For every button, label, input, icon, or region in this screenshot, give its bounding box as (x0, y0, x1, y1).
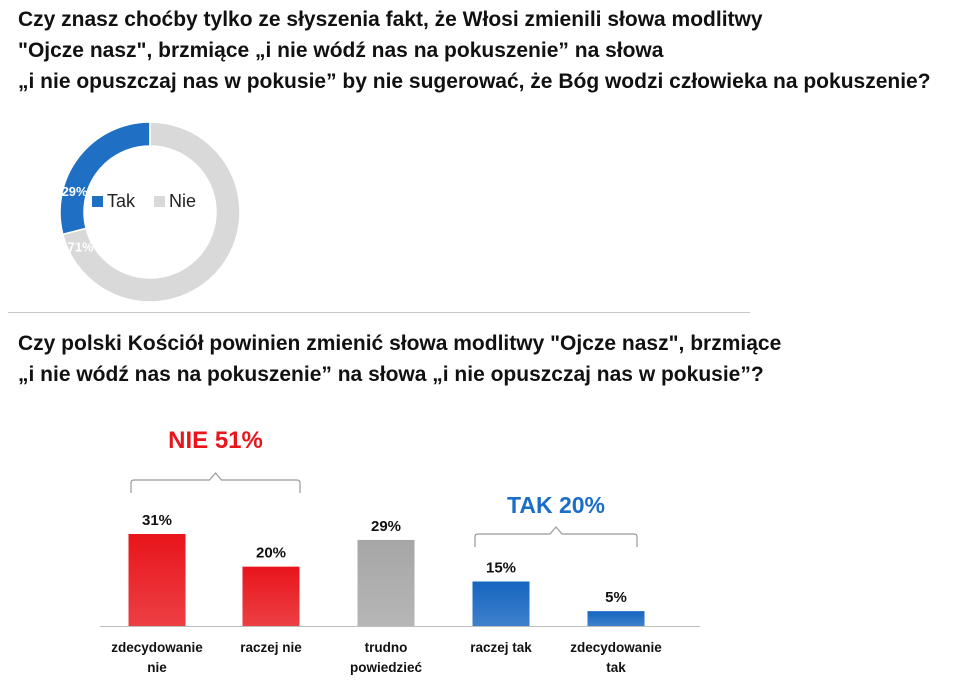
category-label-2-0: trudno (365, 640, 408, 655)
bar-value-label-2: 29% (371, 518, 401, 535)
category-label-4-1: tak (606, 660, 626, 675)
donut-data-label-nie: 71% (68, 240, 94, 255)
bar-2 (357, 539, 415, 626)
donut-data-label-tak: 29% (62, 184, 88, 199)
category-label-3-0: raczej tak (470, 640, 532, 655)
group-bracket-1 (474, 526, 638, 547)
donut-slice-tak (59, 121, 151, 236)
question-2: Czy polski Kościół powinien zmienić słow… (18, 328, 963, 390)
donut-chart: 29% 71% Tak Nie (59, 121, 241, 303)
category-label-0-1: nie (147, 660, 167, 675)
legend-label-nie: Nie (169, 191, 196, 211)
question-1-line-2: "Ojcze nasz", brzmiące „i nie wódź nas n… (18, 39, 664, 62)
legend-swatch-nie (154, 196, 165, 207)
bar-4 (587, 611, 645, 626)
question-2-line-1: Czy polski Kościół powinien zmienić słow… (18, 332, 782, 355)
group-label-1: TAK 20% (507, 492, 605, 518)
group-label-0: NIE 51% (168, 427, 263, 454)
question-1-line-3: „i nie opuszczaj nas w pokusie” by nie s… (18, 70, 931, 93)
category-label-0-0: zdecydowanie (111, 640, 203, 655)
category-label-1-0: raczej nie (240, 640, 302, 655)
bar-value-label-0: 31% (142, 512, 172, 529)
category-label-2-1: powiedzieć (350, 660, 423, 675)
bar-value-label-1: 20% (256, 545, 286, 562)
question-1-line-1: Czy znasz choćby tylko ze słyszenia fakt… (18, 8, 763, 31)
bar-0 (128, 534, 186, 626)
question-1: Czy znasz choćby tylko ze słyszenia fakt… (18, 4, 963, 97)
legend-label-tak: Tak (107, 191, 136, 211)
bar-1 (242, 566, 300, 626)
bar-3 (472, 581, 530, 626)
bar-chart: 31% zdecydowanie nie 20% raczej nie 29% trudno… (100, 427, 700, 675)
section-divider (8, 312, 750, 313)
category-label-4-0: zdecydowanie (570, 640, 662, 655)
donut-slice-nie (61, 121, 241, 303)
bar-value-label-3: 15% (486, 559, 516, 576)
group-bracket-0 (130, 472, 301, 493)
question-2-line-2: „i nie wódź nas na pokuszenie” na słowa … (18, 363, 764, 386)
bar-value-label-4: 5% (605, 589, 627, 606)
legend-swatch-tak (92, 196, 103, 207)
